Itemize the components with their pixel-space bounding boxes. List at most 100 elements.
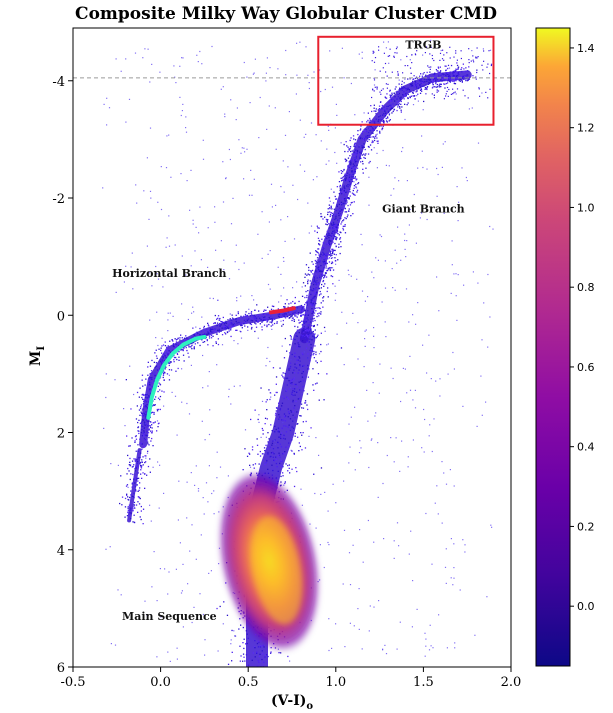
field-star-point: [319, 240, 321, 242]
star-point: [173, 354, 175, 357]
star-point: [134, 468, 136, 470]
star-point: [278, 402, 280, 404]
star-point: [292, 300, 294, 303]
star-point: [149, 393, 152, 395]
star-point: [339, 200, 341, 202]
star-point: [137, 430, 139, 432]
star-point: [367, 119, 369, 122]
star-point: [267, 448, 269, 450]
star-point: [157, 397, 160, 399]
star-point: [472, 75, 474, 77]
field-star-point: [393, 188, 395, 190]
trgb-star-point: [429, 68, 431, 70]
field-star-point: [311, 300, 313, 302]
field-star-point: [159, 384, 161, 386]
star-point: [379, 132, 381, 134]
star-point: [144, 394, 146, 396]
star-point: [142, 403, 145, 405]
star-point: [266, 399, 268, 401]
star-point: [330, 235, 332, 237]
star-point: [218, 331, 220, 333]
star-point: [307, 327, 309, 330]
star-point: [136, 461, 139, 463]
star-point: [149, 388, 151, 390]
field-star-point: [198, 232, 200, 234]
trgb-star-point: [433, 59, 435, 62]
star-point: [334, 225, 336, 227]
star-point: [145, 404, 147, 407]
field-star-point: [305, 401, 307, 404]
field-star-point: [343, 364, 345, 366]
field-star-point: [356, 278, 358, 280]
star-point: [256, 651, 258, 653]
trgb-star-point: [397, 74, 399, 76]
star-point: [199, 344, 201, 347]
star-point: [263, 313, 265, 315]
star-point: [351, 167, 353, 169]
star-point: [345, 191, 348, 193]
star-point: [212, 345, 214, 347]
star-point: [230, 326, 233, 328]
star-point: [385, 113, 387, 115]
field-star-point: [421, 150, 423, 152]
star-point: [271, 430, 273, 432]
star-point: [328, 243, 330, 245]
star-point: [376, 113, 378, 115]
star-point: [139, 487, 141, 489]
star-point: [423, 100, 425, 103]
star-point: [312, 335, 314, 337]
star-point: [287, 655, 289, 658]
star-point: [406, 89, 408, 91]
star-point: [335, 198, 337, 200]
star-point: [433, 94, 435, 96]
field-star-point: [247, 329, 249, 331]
star-point: [302, 330, 305, 332]
star-point: [265, 319, 267, 321]
star-point: [353, 160, 355, 162]
star-point: [146, 397, 148, 399]
trgb-star-point: [446, 52, 448, 54]
star-point: [396, 104, 398, 106]
star-point: [167, 345, 169, 347]
star-point: [227, 327, 230, 329]
star-point: [354, 159, 356, 161]
field-star-point: [404, 118, 406, 121]
star-point: [315, 353, 317, 356]
star-point: [294, 352, 296, 354]
star-point: [333, 225, 335, 227]
star-point: [338, 203, 340, 206]
star-point: [243, 323, 245, 325]
star-point: [411, 92, 414, 94]
trgb-star-point: [372, 52, 374, 54]
field-star-point: [326, 344, 328, 346]
star-point: [286, 377, 289, 379]
star-point: [452, 73, 454, 75]
trgb-star-point: [455, 52, 457, 54]
field-star-point: [270, 183, 273, 185]
field-star-point: [455, 93, 457, 95]
star-point: [460, 68, 462, 71]
star-point: [341, 207, 343, 209]
field-star-point: [362, 561, 364, 563]
field-star-point: [378, 392, 380, 394]
star-point: [301, 335, 304, 337]
star-point: [143, 437, 146, 440]
field-star-point: [236, 297, 238, 299]
star-point: [303, 364, 305, 367]
star-point: [209, 333, 211, 335]
star-point: [130, 494, 132, 496]
star-point: [323, 252, 325, 254]
star-point: [323, 285, 325, 287]
star-point: [227, 319, 229, 321]
star-point: [329, 253, 332, 255]
star-point: [301, 407, 303, 409]
star-point: [268, 438, 270, 440]
star-point: [453, 73, 455, 75]
star-point: [320, 311, 322, 313]
star-point: [280, 446, 283, 448]
star-point: [325, 261, 327, 263]
star-point: [302, 340, 304, 342]
field-star-point: [273, 440, 276, 442]
star-point: [257, 453, 259, 455]
star-point: [319, 307, 321, 310]
